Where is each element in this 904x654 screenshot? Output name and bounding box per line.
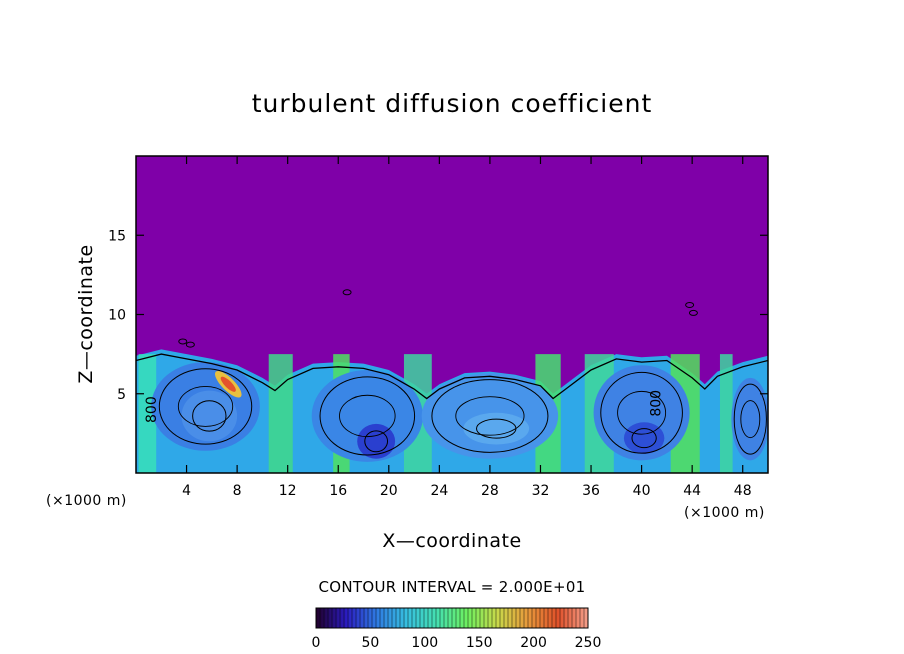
contour-line — [631, 428, 657, 449]
x-unit-right: (×1000 m) — [684, 505, 765, 521]
x-tick-label: 24 — [430, 483, 448, 499]
contour-line — [476, 418, 517, 439]
x-axis: 4 8 12 16 20 24 28 32 36 40 44 48 — [182, 156, 752, 499]
contour-blob — [185, 341, 195, 348]
y-tick-label: 15 — [108, 228, 126, 244]
contour-line — [455, 396, 525, 436]
x-tick-label: 8 — [233, 483, 242, 499]
eddy-minimum — [623, 422, 665, 454]
colorbar-tick-label: 50 — [361, 635, 379, 651]
plume-band — [719, 354, 733, 473]
contour-line — [319, 376, 416, 456]
contour-blob — [342, 289, 352, 296]
eddy-core — [731, 377, 768, 461]
x-tick-label: 40 — [633, 483, 651, 499]
contour-line — [339, 394, 396, 438]
x-tick-label: 20 — [380, 483, 398, 499]
y-tick-label: 10 — [108, 308, 126, 324]
contour-line — [617, 390, 667, 435]
eddy-minimum — [463, 412, 530, 445]
x-tick-label: 28 — [481, 483, 499, 499]
contour-line — [740, 400, 761, 439]
contour-blob — [178, 338, 188, 345]
contour-label: 800 — [649, 390, 665, 417]
contour-line — [364, 430, 389, 453]
contour-blob — [688, 309, 698, 316]
contour-line — [600, 371, 683, 454]
diffusion-field — [136, 349, 768, 473]
contour-interval-label: CONTOUR INTERVAL = 2.000E+01 — [318, 578, 585, 596]
x-tick-label: 44 — [683, 483, 701, 499]
contour-lines: 800 800 — [136, 289, 768, 456]
plot-area: 800 800 — [135, 155, 769, 474]
contour-line — [733, 383, 767, 455]
x-tick-label: 4 — [182, 483, 191, 499]
y-axis-label: Z—coordinate — [75, 244, 97, 383]
plume-band — [268, 354, 293, 473]
contour-label: 800 — [144, 396, 160, 423]
x-tick-label: 12 — [279, 483, 297, 499]
eddy-core — [593, 365, 690, 461]
x-tick-label: 48 — [734, 483, 752, 499]
eddy-minimum — [181, 390, 238, 442]
x-unit-left: (×1000 m) — [46, 493, 127, 509]
plume-band — [138, 354, 157, 473]
x-tick-label: 36 — [582, 483, 600, 499]
y-tick-label: 5 — [117, 387, 126, 403]
contour-line — [177, 386, 234, 427]
contour-line — [192, 400, 227, 432]
colorbar-labels: 0 50 100 150 200 250 — [312, 635, 602, 651]
contour-blob — [685, 301, 695, 308]
contour-line — [431, 379, 549, 453]
colorbar-tick-label: 250 — [575, 635, 602, 651]
contour-line — [158, 368, 253, 445]
colorbar-stripes — [319, 608, 585, 628]
x-tick-label: 32 — [532, 483, 550, 499]
y-axis: 5 10 15 — [108, 228, 768, 403]
chart-title: turbulent diffusion coefficient — [252, 89, 653, 118]
eddy-core — [311, 369, 423, 462]
colorbar: 0 50 100 150 200 250 — [312, 607, 602, 651]
max-streak-core — [220, 376, 236, 392]
x-axis-label: X—coordinate — [382, 530, 521, 552]
colorbar-tick-label: 200 — [520, 635, 547, 651]
colorbar-tick-label: 0 — [312, 635, 321, 651]
colorbar-tick-label: 100 — [411, 635, 438, 651]
colorbar-tick-label: 150 — [466, 635, 493, 651]
eddy-minimum — [357, 423, 396, 459]
contour-boundary — [136, 353, 768, 400]
x-tick-label: 16 — [329, 483, 347, 499]
